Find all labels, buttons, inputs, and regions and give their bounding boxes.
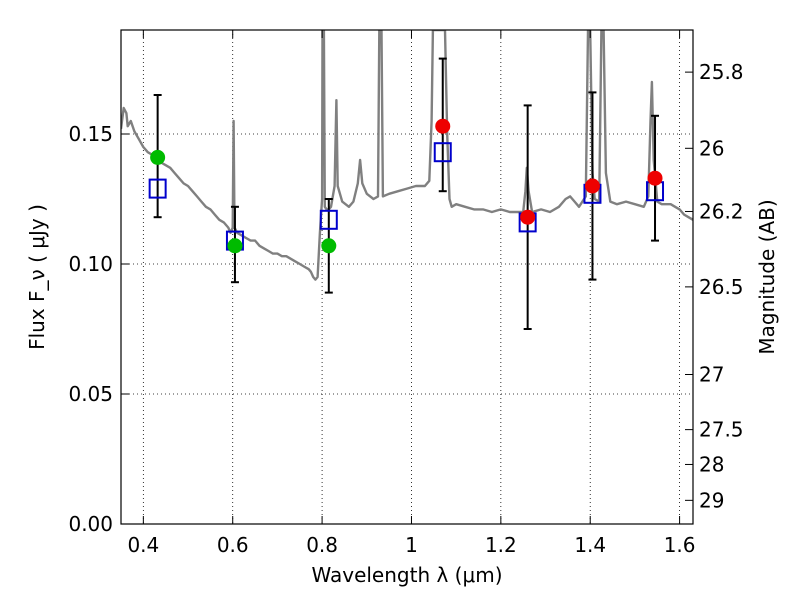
x-tick-label: 0.6	[217, 533, 249, 557]
observed-point-green	[227, 238, 243, 254]
x-tick-label: 1.6	[664, 533, 696, 557]
y-tick-label: 0.05	[68, 382, 113, 406]
tick-labels: 0.4 0.6 0.8 1 1.2 1.4 1.6 0.00 0.05 0.10 0.15 25.8 2…	[68, 60, 743, 557]
observed-point-green	[150, 149, 166, 165]
x-tick-label: 1.4	[574, 533, 606, 557]
x-tick-label: 1	[405, 533, 418, 557]
observed-points-layer	[150, 118, 663, 254]
plot-frame	[120, 29, 694, 525]
magnitude-tick-label: 28	[699, 452, 724, 476]
magnitude-tick-label: 26.5	[699, 275, 744, 299]
magnitude-tick-label: 25.8	[699, 60, 744, 84]
x-tick-label: 1.2	[485, 533, 517, 557]
model-sed-layer	[121, 30, 693, 281]
magnitude-tick-label: 27	[699, 363, 724, 387]
observed-point-green	[321, 238, 337, 254]
axis-ticks	[121, 30, 693, 525]
model-photometry-layer	[148, 142, 665, 251]
y-axis-right-label: Magnitude (AB)	[755, 199, 779, 354]
model-photometry-box	[319, 209, 338, 230]
x-tick-label: 0.4	[127, 533, 159, 557]
model-photometry-box	[433, 142, 452, 163]
y-axis-label: Flux F_ν ( μJy )	[25, 204, 49, 350]
x-tick-label: 0.8	[306, 533, 338, 557]
error-bars-layer	[153, 57, 660, 330]
magnitude-tick-label: 26	[699, 136, 724, 160]
observed-point-red	[520, 209, 536, 225]
observed-point-red	[647, 170, 663, 186]
magnitude-tick-label: 29	[699, 488, 724, 512]
model-photometry-box	[148, 178, 167, 199]
x-axis-label: Wavelength λ (μm)	[311, 563, 502, 587]
y-tick-label: 0.10	[68, 252, 113, 276]
observed-point-red	[584, 178, 600, 194]
magnitude-tick-label: 26.2	[699, 199, 744, 223]
magnitude-tick-label: 27.5	[699, 418, 744, 442]
grid-lines	[121, 30, 693, 525]
observed-point-red	[435, 118, 451, 134]
y-tick-label: 0.00	[68, 512, 113, 536]
model-sed-line	[121, 30, 693, 281]
y-tick-label: 0.15	[68, 122, 113, 146]
